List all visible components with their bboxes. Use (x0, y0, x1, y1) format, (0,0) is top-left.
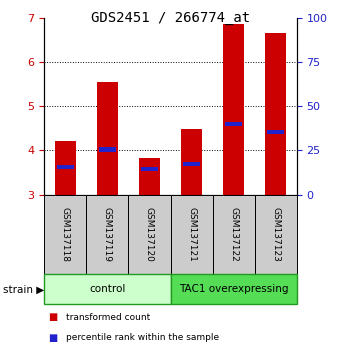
Bar (97, 82, 118, 195)
Text: GDS2451 / 266774_at: GDS2451 / 266774_at (91, 11, 250, 25)
Bar (170, 195, 212, 274)
Bar (57, 165, 74, 170)
Bar (55, 141, 76, 195)
Text: TAC1 overexpressing: TAC1 overexpressing (179, 284, 288, 295)
Text: percentile rank within the sample: percentile rank within the sample (66, 333, 220, 342)
Bar (212, 195, 255, 274)
Bar (181, 129, 202, 195)
Bar (170, 274, 297, 304)
Text: control: control (89, 284, 125, 295)
Text: GSM137122: GSM137122 (229, 207, 238, 262)
Text: GSM137123: GSM137123 (271, 207, 280, 262)
Bar (129, 195, 170, 274)
Bar (183, 161, 201, 166)
Bar (99, 147, 116, 152)
Bar (86, 195, 129, 274)
Bar (139, 159, 160, 195)
Text: transformed count: transformed count (66, 313, 151, 322)
Bar (225, 122, 242, 126)
Bar (223, 24, 244, 195)
Text: strain ▶: strain ▶ (3, 284, 45, 295)
Text: GSM137120: GSM137120 (145, 207, 154, 262)
Bar (140, 167, 158, 171)
Bar (267, 130, 284, 134)
Text: GSM137119: GSM137119 (103, 207, 112, 262)
Bar (255, 195, 297, 274)
Text: GSM137118: GSM137118 (61, 207, 70, 262)
Bar (44, 274, 170, 304)
Text: ■: ■ (48, 312, 57, 322)
Bar (44, 195, 86, 274)
Text: ■: ■ (48, 332, 57, 343)
Bar (265, 33, 286, 195)
Text: GSM137121: GSM137121 (187, 207, 196, 262)
